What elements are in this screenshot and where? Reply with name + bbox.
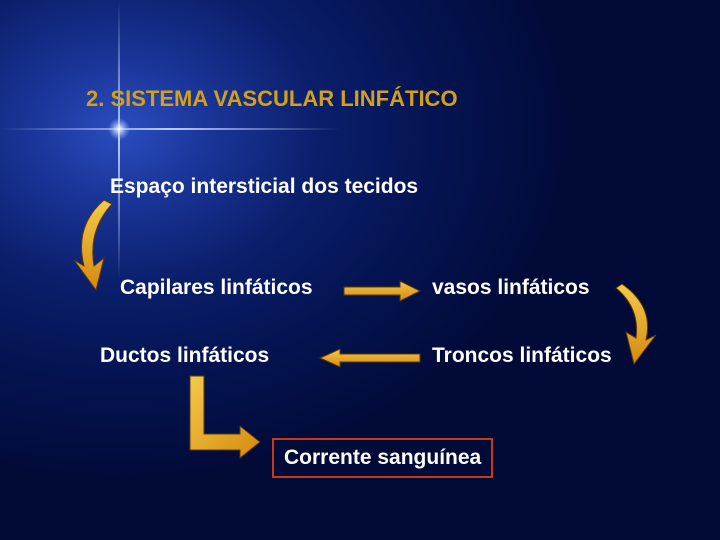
node-troncos: Troncos linfáticos: [432, 344, 612, 368]
lens-flare-core: [108, 118, 130, 140]
node-vasos: vasos linfáticos: [432, 276, 590, 300]
node-ductos: Ductos linfáticos: [100, 344, 269, 368]
slide-title: 2. SISTEMA VASCULAR LINFÁTICO: [86, 86, 458, 112]
node-capilares: Capilares linfáticos: [120, 276, 313, 300]
arrow-vasos-troncos: [610, 282, 665, 367]
arrow-ductos-corrente: [188, 374, 263, 459]
arrow-troncos-ductos: [318, 347, 422, 369]
node-espacio: Espaço intersticial dos tecidos: [110, 175, 418, 199]
lens-flare-horizontal: [0, 128, 340, 130]
arrow-capilares-vasos: [342, 279, 422, 303]
node-corrente: Corrente sanguínea: [272, 438, 493, 478]
arrow-espacio-capilares: [66, 198, 126, 293]
